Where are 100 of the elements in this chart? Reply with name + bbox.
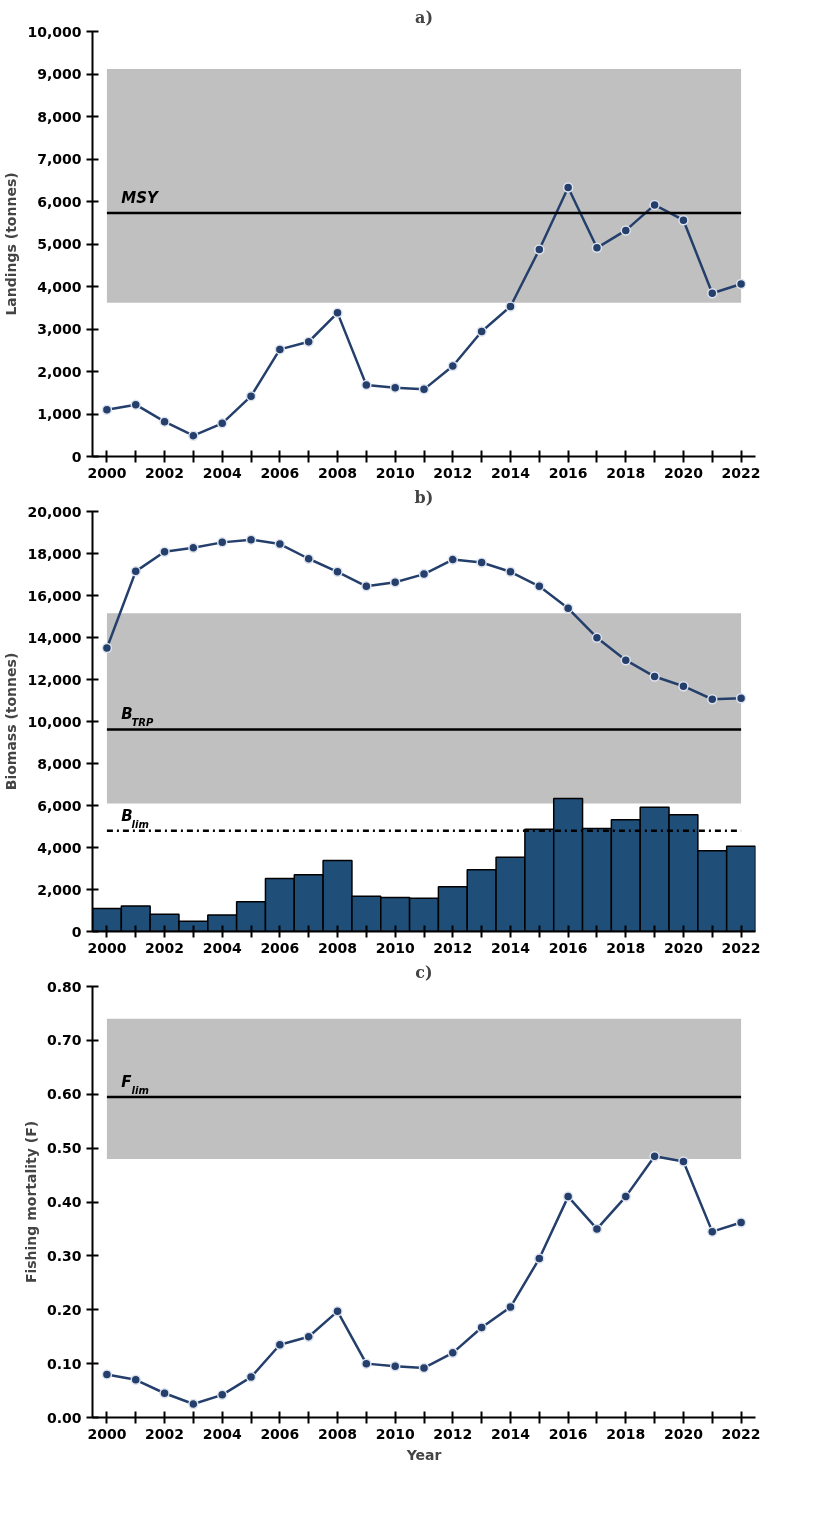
point <box>245 534 257 545</box>
y-tick-label: 10,000 <box>27 23 82 40</box>
y-tick-label: 0.50 <box>46 1140 82 1157</box>
x-tick-label: 2000 <box>87 1425 127 1442</box>
point <box>361 1358 372 1369</box>
x-tick-label: 2002 <box>145 1425 185 1442</box>
x-tick-label: 2006 <box>260 1425 300 1442</box>
point <box>505 301 516 312</box>
x-tick-label: 2018 <box>606 939 646 956</box>
y-tick-label: 0.40 <box>46 1194 82 1210</box>
y-axis-title: Biomass (tonnes) <box>3 652 20 791</box>
point <box>620 1191 632 1202</box>
point <box>418 1362 430 1374</box>
x-tick-label: 2010 <box>375 939 415 956</box>
point <box>216 418 228 429</box>
x-tick-label: 2020 <box>663 939 704 956</box>
x-tick-label: 2022 <box>721 939 761 956</box>
point <box>245 390 257 402</box>
x-tick-label: 2012 <box>433 1425 473 1442</box>
chart-title: c) <box>415 962 433 982</box>
point <box>216 1389 228 1401</box>
point <box>707 694 718 705</box>
point <box>591 1223 603 1235</box>
point <box>707 1226 718 1237</box>
x-tick-label: 2014 <box>491 1425 531 1442</box>
y-tick-label: 0.20 <box>46 1301 82 1318</box>
y-tick-label: 0.00 <box>46 1409 82 1426</box>
x-tick-label: 2008 <box>318 464 358 481</box>
x-tick-label: 2018 <box>606 1425 646 1442</box>
point <box>159 546 170 558</box>
y-tick-label: 4,000 <box>37 278 82 295</box>
y-tick-label: 18,000 <box>27 545 82 562</box>
point <box>505 566 516 578</box>
point <box>389 577 401 588</box>
point <box>707 288 718 299</box>
point <box>649 199 660 211</box>
y-tick-label: 6,000 <box>37 797 82 814</box>
y-tick-label: 0 <box>71 923 82 940</box>
y-tick-label: 20,000 <box>27 503 82 520</box>
chart-title: b) <box>414 487 434 507</box>
x-tick-label: 2000 <box>87 939 127 956</box>
y-tick-label: 6,000 <box>37 193 82 210</box>
y-tick-label: 16,000 <box>27 587 82 604</box>
x-tick-label: 2004 <box>202 1425 242 1442</box>
x-tick-label: 2004 <box>202 939 242 956</box>
point <box>332 307 343 319</box>
x-tick-label: 2002 <box>145 939 185 956</box>
x-tick-label: 2020 <box>663 464 704 481</box>
y-tick-label: 2,000 <box>37 881 82 898</box>
point <box>649 671 660 682</box>
point <box>303 1331 314 1342</box>
point <box>678 680 689 692</box>
point <box>216 537 228 548</box>
point <box>620 225 632 236</box>
y-tick-label: 0.60 <box>46 1086 82 1103</box>
point <box>274 538 286 550</box>
point <box>735 692 747 704</box>
x-tick-label: 2016 <box>548 939 588 956</box>
y-tick-label: 7,000 <box>37 151 82 167</box>
y-tick-label: 5,000 <box>37 236 82 252</box>
point <box>303 336 314 347</box>
y-tick-label: 0.80 <box>46 978 82 995</box>
point <box>101 1369 113 1380</box>
x-tick-label: 2020 <box>663 1425 704 1442</box>
point <box>159 1388 170 1399</box>
y-tick-label: 2,000 <box>37 363 82 380</box>
point <box>562 1191 574 1202</box>
x-tick-label: 2014 <box>491 939 531 956</box>
point <box>418 384 430 395</box>
x-tick-label: 2016 <box>548 464 588 481</box>
x-tick-label: 2006 <box>260 464 300 481</box>
point <box>591 242 603 254</box>
point <box>476 1322 487 1333</box>
point <box>274 344 286 355</box>
point <box>534 581 545 592</box>
point <box>274 1339 286 1351</box>
point <box>389 1361 401 1372</box>
y-tick-label: 8,000 <box>37 108 82 125</box>
point <box>361 379 372 391</box>
point <box>418 568 430 580</box>
point <box>534 244 545 255</box>
point <box>101 404 113 415</box>
point <box>361 581 372 592</box>
point <box>735 1217 747 1228</box>
point <box>389 382 401 393</box>
y-tick-label: 0 <box>71 448 82 465</box>
x-tick-label: 2006 <box>260 939 300 956</box>
point <box>678 1156 689 1167</box>
point <box>332 566 343 578</box>
point <box>505 1301 516 1313</box>
x-tick-label: 2010 <box>375 1425 415 1442</box>
x-tick-label: 2012 <box>433 939 473 956</box>
x-tick-label: 2008 <box>318 939 358 956</box>
chart-title: a) <box>415 7 433 27</box>
point <box>534 1253 545 1264</box>
point <box>188 542 199 554</box>
point <box>303 553 314 564</box>
x-tick-label: 2010 <box>375 464 415 481</box>
x-tick-label: 2000 <box>87 464 127 481</box>
point <box>649 1150 660 1162</box>
